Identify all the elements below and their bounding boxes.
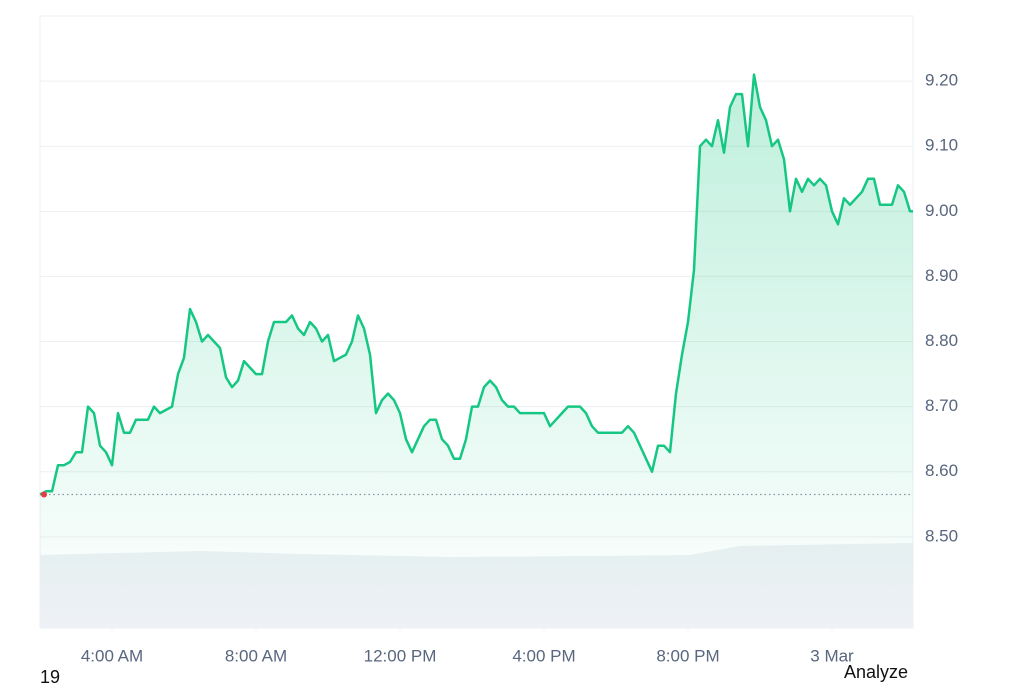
- y-tick-label: 9.00: [925, 201, 958, 220]
- analyze-link[interactable]: Analyze: [844, 662, 908, 682]
- y-tick-label: 8.90: [925, 266, 958, 285]
- x-tick-label: 4:00 PM: [512, 646, 575, 665]
- x-tick-label: 12:00 PM: [364, 646, 437, 665]
- x-tick-label: 8:00 PM: [656, 646, 719, 665]
- start-dot: [41, 491, 47, 498]
- price-area: [40, 74, 913, 629]
- y-tick-label: 8.50: [925, 526, 958, 545]
- y-tick-label: 9.10: [925, 136, 958, 155]
- y-tick-label: 9.20: [925, 71, 958, 90]
- x-tick-label: 3 Mar: [810, 646, 854, 665]
- y-tick-label: 8.80: [925, 331, 958, 350]
- x-tick-label: 8:00 AM: [225, 646, 287, 665]
- footer-left: 19: [40, 667, 60, 683]
- price-line: [39, 73, 913, 496]
- y-tick-label: 8.70: [925, 396, 958, 415]
- y-tick-label: 8.60: [925, 461, 958, 480]
- x-tick-label: 4:00 AM: [81, 646, 143, 665]
